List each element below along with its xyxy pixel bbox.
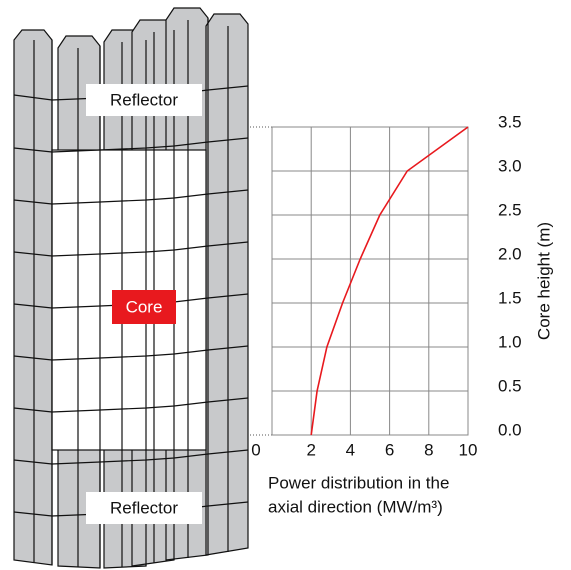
y-axis-label: Core height (m)	[534, 222, 553, 340]
x-tick-label: 6	[385, 440, 394, 459]
reactor-drawing: Reflector Core Reflector	[14, 8, 272, 568]
y-tick-label: 0.5	[498, 376, 522, 395]
x-tick-label: 8	[424, 440, 433, 459]
x-tick-label: 2	[306, 440, 315, 459]
y-tick-label: 1.0	[498, 332, 522, 351]
core-label: Core	[126, 297, 163, 316]
column	[206, 14, 248, 555]
x-axis-label: axial direction (MW/m³)	[268, 497, 443, 516]
reflector-label: Reflector	[110, 90, 178, 109]
y-tick-label: 1.5	[498, 288, 522, 307]
reflector-label: Reflector	[110, 498, 178, 517]
x-tick-label: 0	[251, 440, 260, 459]
figure: Reflector Core Reflector Power distribut…	[0, 0, 571, 570]
plot-frame	[272, 127, 468, 435]
y-tick-label: 3.0	[498, 156, 522, 175]
y-tick-label: 3.5	[498, 112, 522, 131]
x-axis-label: Power distribution in the	[268, 473, 449, 492]
y-tick-label: 2.5	[498, 200, 522, 219]
y-tick-label: 0.0	[498, 420, 522, 439]
column	[14, 30, 52, 565]
y-tick-label: 2.0	[498, 244, 522, 263]
x-tick-label: 4	[346, 440, 355, 459]
x-tick-label: 10	[459, 440, 478, 459]
